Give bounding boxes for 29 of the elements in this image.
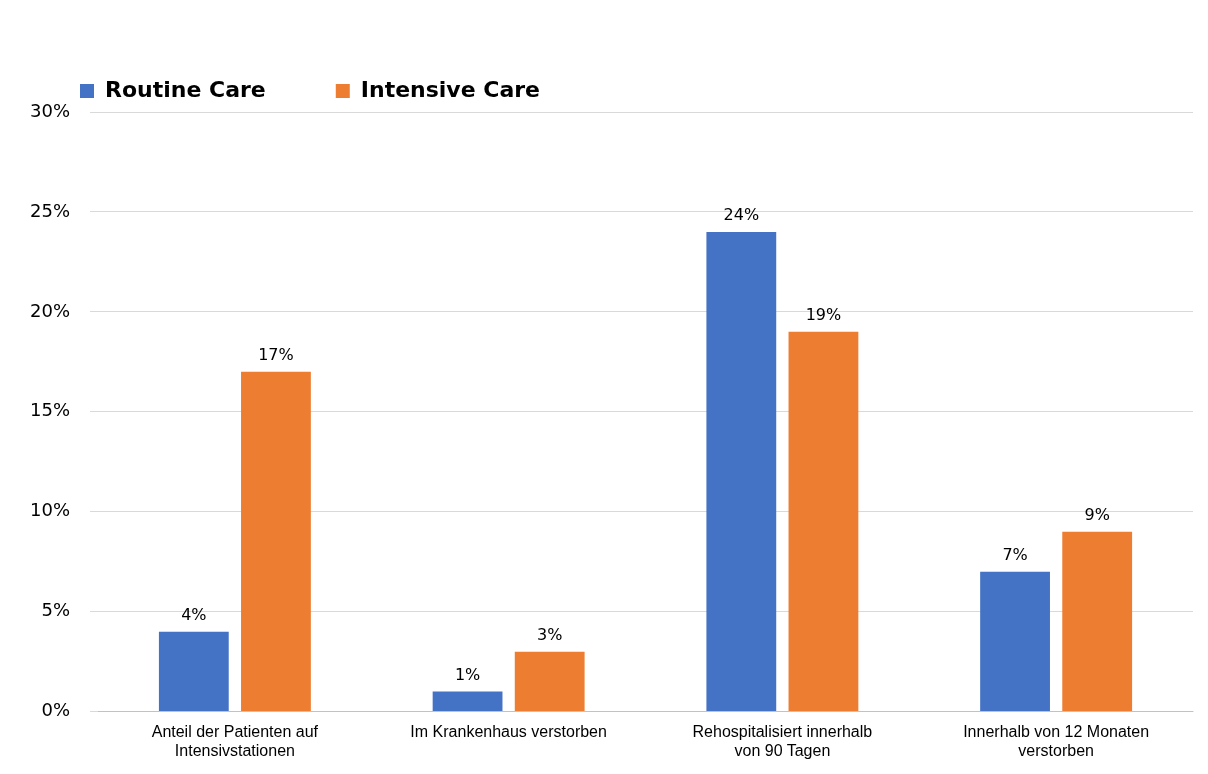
y-tick-label: 20%	[29, 299, 71, 321]
y-tick-label: 30%	[29, 99, 71, 121]
y-tick-label: 5%	[41, 599, 71, 621]
text: 7%	[1002, 544, 1028, 564]
text: 3%	[537, 624, 563, 644]
legend-label: Routine Care	[105, 76, 266, 102]
x-tick-label: Rehospitalisiert innerhalb von 90 Tagen	[692, 722, 873, 759]
y-tick-label: 25%	[29, 199, 71, 221]
bar	[1062, 531, 1133, 712]
text: 17%	[258, 344, 294, 364]
text: 4%	[181, 604, 207, 624]
y-tick-label: 0%	[41, 699, 71, 721]
y-tick-label: 15%	[29, 399, 71, 421]
x-tick-label: Im Krankenhaus verstorben	[410, 722, 607, 740]
x-tick-label: Innerhalb von 12 Monaten verstorben	[963, 722, 1150, 759]
text: 1%	[454, 664, 481, 684]
legend-label: Intensive Care	[360, 76, 541, 102]
text: 19%	[805, 305, 842, 325]
bar	[158, 631, 229, 712]
bar	[706, 231, 777, 712]
bar	[980, 571, 1050, 712]
text: 24%	[723, 205, 760, 225]
bar	[788, 331, 859, 712]
bar	[514, 651, 585, 712]
bar	[241, 371, 311, 712]
y-tick-label: 10%	[29, 499, 71, 521]
bar	[432, 691, 503, 712]
x-tick-label: Anteil der Patienten auf Intensivstationen	[151, 722, 319, 759]
text: 9%	[1084, 504, 1110, 524]
